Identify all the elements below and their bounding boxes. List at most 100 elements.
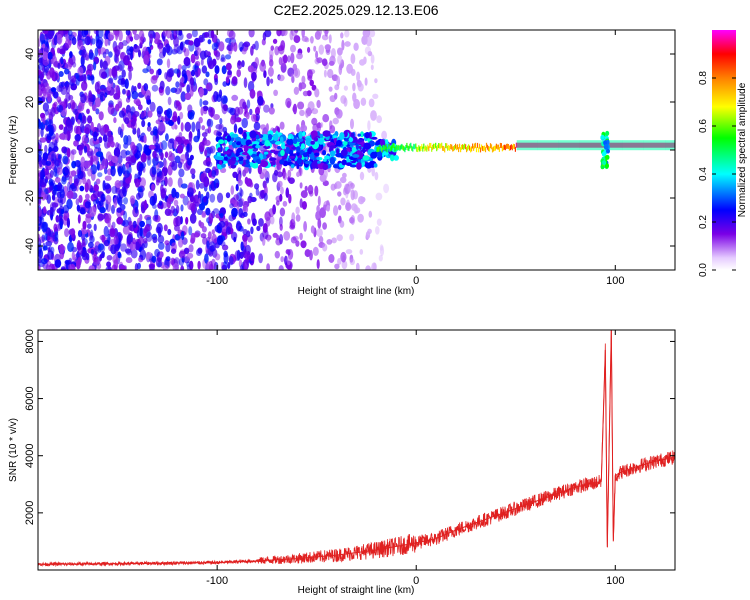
spectrogram-cell	[237, 167, 242, 176]
spectrogram-cell	[218, 220, 226, 228]
spectrogram-cell	[284, 255, 288, 266]
spectrogram-cell	[38, 148, 43, 157]
spectrogram-cell	[663, 140, 665, 151]
spectrogram-cell	[64, 165, 70, 174]
spectrogram-cell	[451, 144, 453, 150]
colorbar-tick-label: 0.4	[698, 167, 709, 181]
spectrogram-cell	[468, 144, 470, 150]
spectrogram-cell	[201, 212, 206, 218]
spectrogram-cell	[380, 146, 382, 152]
spectrogram-cell	[515, 142, 517, 148]
spectrogram-cell	[328, 60, 335, 66]
spectrogram-cell	[171, 115, 178, 123]
spectrogram-cell	[68, 34, 75, 41]
spectrogram-cell	[172, 263, 179, 270]
spectrogram-cell	[90, 38, 96, 45]
spectrogram-cell	[158, 44, 163, 54]
spectrogram-cell	[381, 147, 383, 153]
spectrogram-cell	[369, 30, 376, 38]
spectrogram-cell	[104, 128, 112, 137]
spectrogram-cell	[327, 68, 334, 79]
spectrogram-cell	[288, 177, 295, 184]
spectrogram-cell	[201, 65, 208, 74]
spectrogram-cell	[218, 139, 225, 144]
colorbar-tick-label: 0.0	[698, 263, 709, 277]
spectrogram-cell	[214, 253, 221, 261]
spectrogram-cell	[337, 47, 343, 56]
spectrogram-cell	[124, 78, 129, 89]
spectrogram-cell	[137, 82, 142, 90]
spectrogram-cell	[180, 231, 185, 241]
spectrogram-cell	[307, 46, 311, 53]
spectrogram-cell	[42, 102, 50, 112]
spectrogram-cell	[567, 140, 569, 151]
spectrogram-cell	[432, 144, 434, 150]
spectrogram-cell	[255, 106, 260, 116]
spectrogram-cell	[563, 140, 565, 151]
colorbar-gradient	[712, 30, 736, 270]
spectrogram-cell	[208, 241, 216, 252]
spectrogram-cell	[94, 81, 100, 93]
spectrogram-cell	[502, 145, 504, 151]
spectrogram-cell	[149, 33, 153, 44]
spectrogram-cell	[233, 123, 238, 134]
spectrogram-cell	[297, 101, 305, 110]
spectrogram-cell	[450, 144, 452, 149]
spectrogram-cell	[183, 247, 190, 255]
spectrogram-cell	[367, 120, 371, 131]
spectrogram-cell	[669, 140, 671, 151]
snr-panel: -100 0 100 2000 4000 6000 8000 Height of stra…	[8, 329, 676, 596]
spectrogram-cell	[406, 142, 408, 148]
spectrogram-cell	[180, 122, 184, 132]
spectrogram-cell	[587, 140, 589, 151]
spectrogram-cell	[273, 89, 278, 97]
spectrogram-cell	[253, 121, 261, 131]
spectrogram-cell	[166, 197, 172, 209]
spectrogram-cell	[551, 140, 553, 151]
spectrogram-cell	[157, 226, 162, 238]
spectrogram-cell	[122, 40, 128, 46]
spectrogram-cell	[279, 216, 283, 227]
spectrogram-cell	[183, 56, 191, 67]
spectrogram-cell	[58, 124, 64, 130]
spectrogram-cell	[154, 248, 161, 257]
spectrogram-cell	[477, 147, 480, 153]
spectrogram-cell	[285, 187, 290, 198]
spectrogram-cell	[550, 140, 552, 151]
spectrogram-cell	[121, 163, 126, 175]
spectrogram-cell	[140, 111, 145, 119]
spectrogram-cell	[626, 140, 628, 151]
spectrogram-cell	[455, 143, 457, 149]
spectrogram-cell	[602, 160, 607, 166]
spectrogram-cell	[244, 164, 252, 168]
spectrogram-cell	[535, 140, 537, 151]
spectrogram-cell	[525, 140, 527, 151]
colorbar-tick-label: 0.6	[698, 119, 709, 133]
spectrogram-cell	[156, 168, 162, 177]
spectrogram-cell	[316, 228, 323, 238]
spectrogram-cell	[279, 223, 283, 231]
spectrogram-cell	[119, 52, 125, 60]
spectrogram-cell	[546, 140, 548, 151]
spectrogram-cell	[137, 186, 143, 192]
spectrogram-cell	[174, 224, 180, 232]
spectrogram-cell	[223, 252, 229, 264]
spectrogram-cell	[193, 232, 200, 238]
spectrogram-cell	[189, 86, 194, 97]
spectrogram-cell	[219, 212, 224, 219]
spectrogram-cell	[316, 156, 320, 161]
x-tick-label: 0	[413, 275, 419, 287]
spectrogram-cell	[225, 226, 231, 236]
spectrogram-cell	[136, 192, 141, 200]
spectrogram-cell	[288, 193, 292, 204]
spectrogram-cell	[382, 144, 384, 150]
spectrogram-cell	[93, 61, 97, 71]
spectrogram-cell	[381, 130, 387, 140]
spectrogram-cell	[89, 232, 94, 241]
spectrogram-cell	[438, 143, 440, 148]
spectrogram-cell	[601, 151, 606, 157]
spectrogram-cell	[108, 77, 114, 84]
spectrogram-cell	[189, 77, 195, 86]
spectrogram-cell	[470, 147, 472, 153]
spectrogram-cell	[180, 154, 187, 162]
